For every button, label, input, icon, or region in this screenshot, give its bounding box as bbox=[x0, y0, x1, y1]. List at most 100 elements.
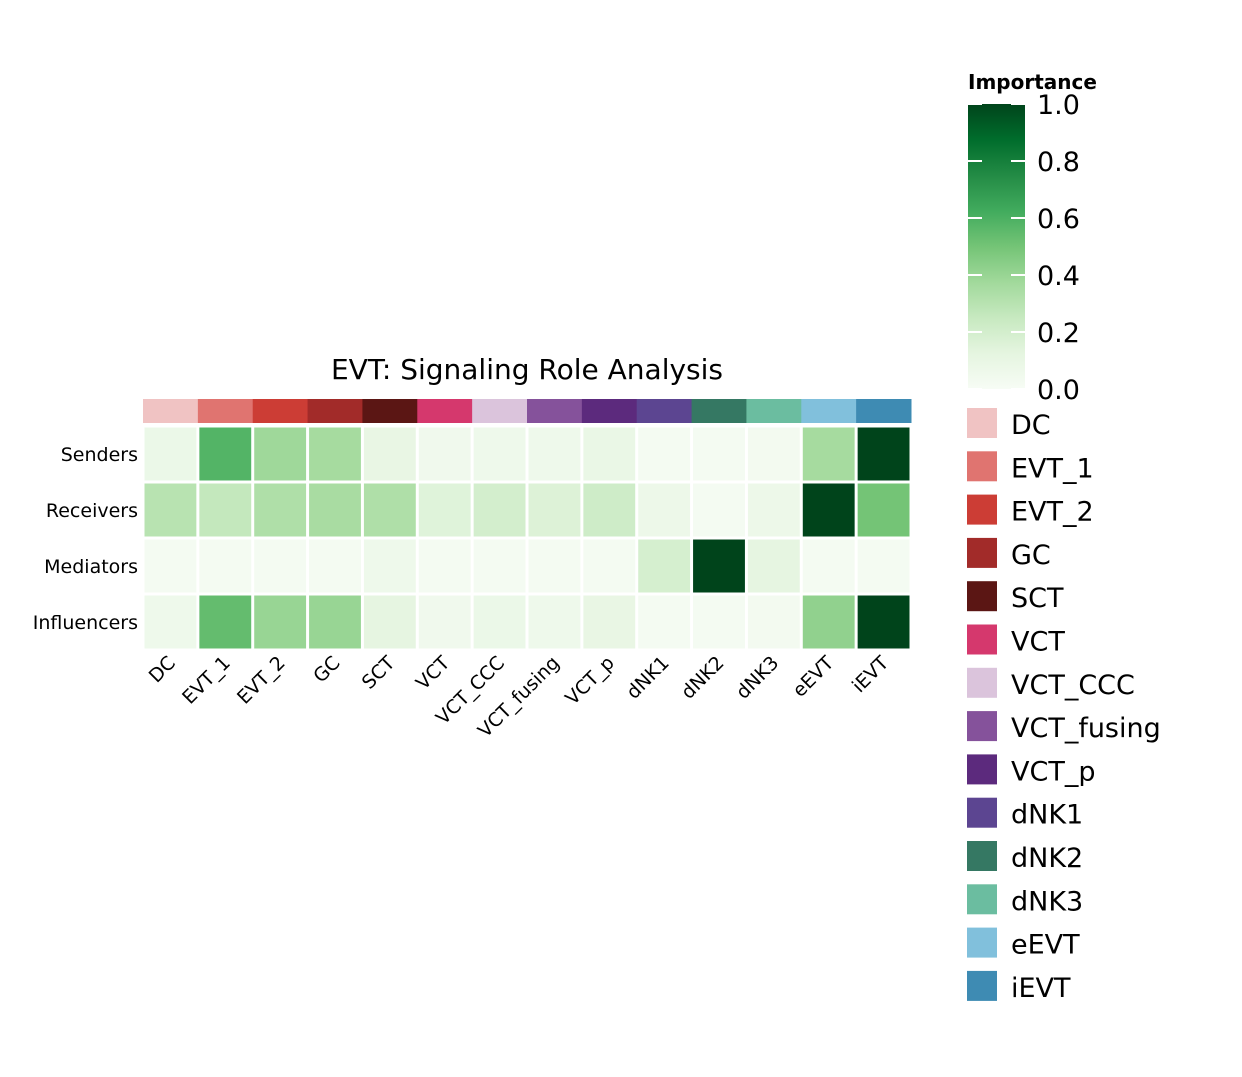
heatmap-cell bbox=[418, 427, 471, 481]
legend-swatch bbox=[967, 667, 997, 698]
legend: DC EVT_1 EVT_2 GC SCT VCT VCT_CCC VCT_fusing VCT… bbox=[967, 408, 1161, 1004]
legend-label: DC bbox=[1011, 410, 1051, 441]
colorbar-tick-label: 0.2 bbox=[1037, 318, 1080, 349]
heatmap-cell bbox=[693, 595, 745, 649]
legend-label: VCT_fusing bbox=[1011, 713, 1161, 744]
legend-label: VCT bbox=[1011, 627, 1065, 658]
legend-label: SCT bbox=[1011, 583, 1064, 614]
heatmap-cell bbox=[144, 483, 197, 537]
heatmap-cell bbox=[802, 483, 855, 537]
column-color-vct-fusing bbox=[527, 399, 583, 423]
heatmap-cell bbox=[528, 483, 581, 537]
heatmap-cell bbox=[528, 539, 581, 593]
heatmap-cell bbox=[309, 483, 361, 537]
row-label: Senders bbox=[61, 444, 138, 466]
legend-swatch bbox=[967, 494, 997, 525]
legend-label: eEVT bbox=[1011, 930, 1080, 961]
colorbar-tick-label: 0.8 bbox=[1037, 147, 1080, 178]
legend-swatch bbox=[967, 927, 997, 958]
column-color-sct bbox=[362, 399, 418, 423]
legend-swatch bbox=[967, 711, 997, 742]
heatmap-cell bbox=[363, 595, 416, 649]
column-color-evt-2 bbox=[252, 399, 309, 423]
column-color-eevt bbox=[801, 399, 857, 423]
column-color-dnk2 bbox=[691, 399, 747, 423]
heatmap-cell bbox=[418, 539, 471, 593]
heatmap-cell bbox=[528, 427, 581, 481]
legend-label: dNK3 bbox=[1011, 886, 1083, 917]
heatmap-cell bbox=[309, 427, 361, 481]
row-label: Influencers bbox=[33, 612, 138, 634]
column-label: VCT bbox=[412, 652, 455, 695]
heatmap-cell bbox=[528, 595, 581, 649]
heatmap-cell bbox=[638, 539, 691, 593]
column-color-gc bbox=[307, 399, 363, 423]
colorbar-title: Importance bbox=[968, 70, 1097, 94]
colorbar-tick-label: 0.4 bbox=[1037, 261, 1080, 292]
row-label: Receivers bbox=[46, 500, 138, 522]
heatmap-cell bbox=[363, 427, 416, 481]
heatmap-cell bbox=[254, 483, 307, 537]
heatmap-cell bbox=[144, 427, 197, 481]
row-label: Mediators bbox=[44, 556, 138, 578]
legend-swatch bbox=[967, 884, 997, 915]
colorbar-gradient bbox=[968, 104, 1025, 389]
heatmap-cell bbox=[199, 539, 252, 593]
legend-swatch bbox=[967, 624, 997, 655]
colorbar: Importance 0.0 0.2 0.4 0.6 0.8 1.0 bbox=[968, 70, 1097, 406]
heatmap-cell bbox=[693, 427, 745, 481]
heatmap-cell bbox=[747, 427, 800, 481]
legend-label: dNK2 bbox=[1011, 843, 1083, 874]
heatmap-cell bbox=[583, 427, 636, 481]
column-color-dc bbox=[143, 399, 199, 423]
heatmap-cell bbox=[857, 483, 910, 537]
column-color-ievt bbox=[856, 399, 912, 423]
legend-label: EVT_2 bbox=[1011, 497, 1094, 528]
legend-label: VCT_p bbox=[1011, 756, 1095, 787]
heatmap-cell bbox=[638, 427, 691, 481]
heatmap-cell bbox=[254, 539, 307, 593]
heatmap-cell bbox=[363, 483, 416, 537]
column-color-dnk1 bbox=[636, 399, 693, 423]
heatmap-cell bbox=[418, 483, 471, 537]
legend-swatch bbox=[967, 408, 997, 438]
column-color-vct bbox=[417, 399, 473, 423]
legend-label: EVT_1 bbox=[1011, 453, 1094, 484]
column-label: VCT_p bbox=[561, 652, 619, 710]
heatmap-cell bbox=[199, 483, 252, 537]
column-label: SCT bbox=[358, 652, 400, 694]
heatmap-cell bbox=[199, 595, 252, 649]
legend-label: GC bbox=[1011, 540, 1051, 571]
column-label: EVT_2 bbox=[233, 652, 290, 709]
column-label: eEVT bbox=[789, 652, 839, 702]
column-color-vct-p bbox=[581, 399, 638, 423]
column-label: dNK2 bbox=[677, 652, 728, 703]
heatmap-cell bbox=[473, 539, 526, 593]
heatmap-cell bbox=[583, 539, 636, 593]
colorbar-tick-label: 1.0 bbox=[1037, 90, 1080, 121]
column-color-vct-ccc bbox=[472, 399, 528, 423]
heatmap-cell bbox=[583, 483, 636, 537]
heatmap-cell bbox=[309, 539, 361, 593]
column-label: iEVT bbox=[848, 652, 893, 697]
colorbar-tick-label: 0.6 bbox=[1037, 204, 1080, 235]
legend-label: iEVT bbox=[1011, 973, 1071, 1004]
heatmap-cell bbox=[857, 427, 910, 481]
heatmap-cell bbox=[144, 595, 197, 649]
legend-swatch bbox=[967, 797, 997, 828]
heatmap-cell bbox=[254, 427, 307, 481]
heatmap-cell bbox=[583, 595, 636, 649]
legend-label: VCT_CCC bbox=[1011, 670, 1135, 701]
legend-label: dNK1 bbox=[1011, 800, 1083, 831]
column-label: DC bbox=[145, 652, 180, 687]
legend-swatch bbox=[967, 841, 997, 871]
heatmap-cell bbox=[747, 595, 800, 649]
heatmap-cell bbox=[857, 595, 910, 649]
heatmap-cell bbox=[199, 427, 252, 481]
heatmap-cell bbox=[638, 483, 691, 537]
heatmap-cell bbox=[747, 483, 800, 537]
column-label: dNK1 bbox=[622, 652, 673, 703]
chart-title: EVT: Signaling Role Analysis bbox=[331, 353, 723, 386]
